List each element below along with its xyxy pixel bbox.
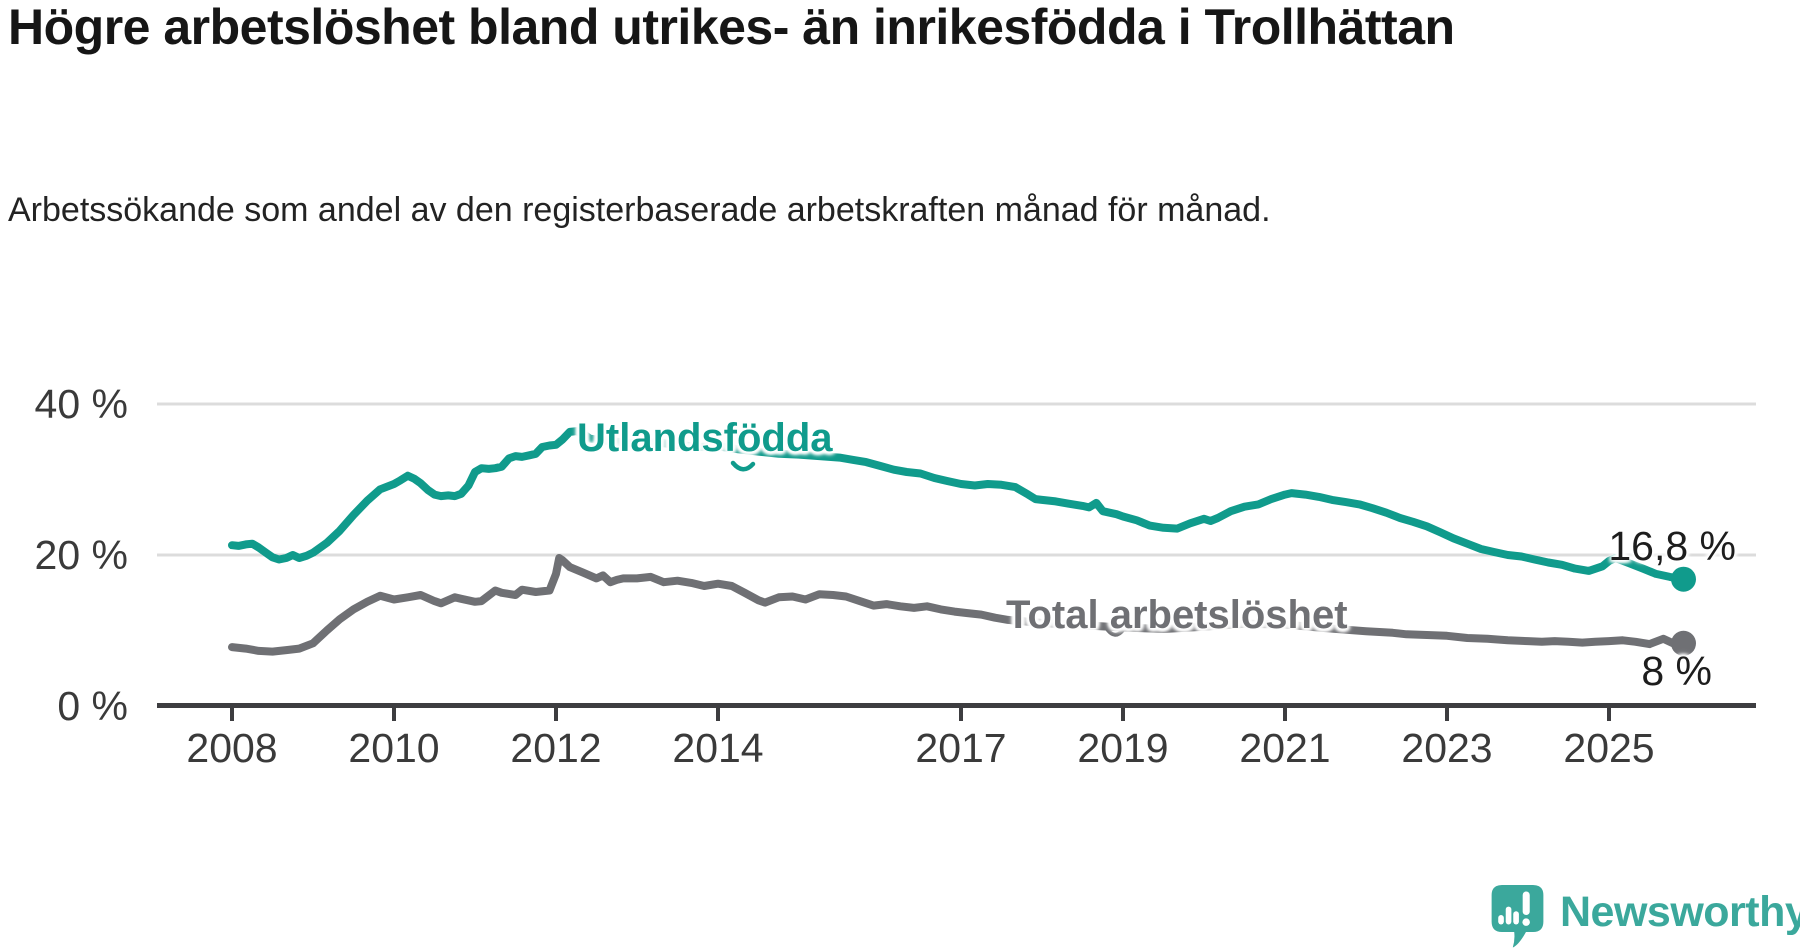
newsworthy-icon	[1491, 884, 1544, 948]
newsworthy-logo: Newsworthy	[1489, 884, 1800, 948]
x-tick-label-2021: 2021	[1239, 725, 1331, 771]
series-end-dot-0	[1671, 566, 1696, 592]
x-tick-label-2023: 2023	[1401, 725, 1493, 771]
series-label-total-arbetsloshet: Total arbetslöshet	[1006, 593, 1348, 637]
y-tick-label-40: 40 %	[34, 381, 128, 427]
logo-bar-1	[1498, 915, 1504, 925]
end-value-label-utlandsfodda: 16,8 %	[1608, 523, 1736, 569]
chart-title: Högre arbetslöshet bland utrikes- än inr…	[8, 0, 1455, 55]
y-tick-label-0: 0 %	[57, 683, 128, 729]
x-tick-label-2008: 2008	[186, 725, 278, 771]
x-tick-label-2014: 2014	[672, 725, 764, 771]
x-tick-label-2019: 2019	[1077, 725, 1169, 771]
logo-bar-2	[1505, 906, 1512, 925]
newsworthy-wordmark: Newsworthy	[1560, 888, 1800, 936]
x-tick-label-2025: 2025	[1563, 725, 1655, 771]
series-label-pointer-0	[730, 460, 756, 472]
series-line-1	[228, 554, 1688, 656]
logo-exclamation-dot	[1522, 918, 1530, 926]
logo-exclamation-bar	[1522, 891, 1530, 916]
end-value-label-total-arbetsloshet: 8 %	[1641, 648, 1712, 694]
logo-bar-3	[1513, 911, 1519, 925]
series-label-utlandsfodda: Utlandsfödda	[577, 416, 833, 460]
y-tick-label-20: 20 %	[34, 532, 128, 578]
x-tick-label-2010: 2010	[348, 725, 440, 771]
series-line-0	[228, 427, 1688, 584]
chart-subtitle: Arbetssökande som andel av den registerb…	[8, 191, 1271, 229]
series-label-pointer-1	[1105, 627, 1125, 637]
x-tick-label-2017: 2017	[915, 725, 1007, 771]
series-end-dot-1	[1671, 630, 1696, 656]
x-tick-label-2012: 2012	[510, 725, 602, 771]
